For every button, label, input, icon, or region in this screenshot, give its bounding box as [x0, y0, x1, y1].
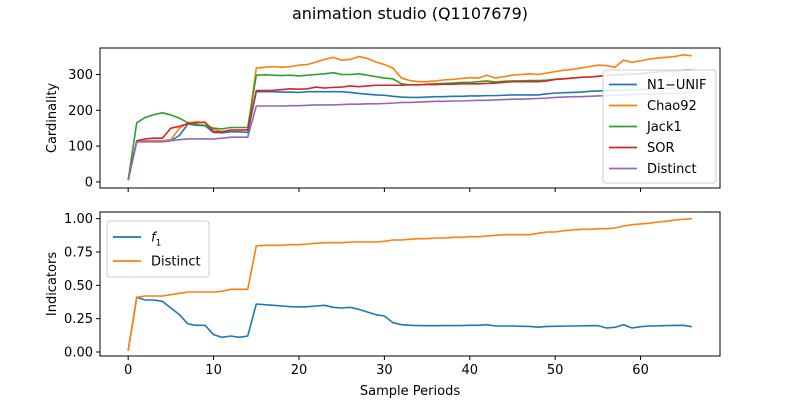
- series-line-top-distinct: [127, 91, 692, 181]
- y-axis-label-bottom: Indicators: [45, 252, 60, 316]
- x-tick-label-bottom: 60: [632, 363, 649, 378]
- y-tick-label-top: 200: [68, 104, 93, 119]
- legend-label-top: SOR: [647, 141, 675, 156]
- y-tick-label-bottom: 1.00: [64, 212, 93, 227]
- y-tick-label-top: 0: [85, 175, 93, 190]
- x-tick-label-bottom: 40: [462, 363, 479, 378]
- y-tick-label-top: 100: [68, 140, 93, 155]
- x-tick-label-bottom: 20: [291, 363, 308, 378]
- figure-title: animation studio (Q1107679): [292, 4, 528, 23]
- series-line-top-sor: [127, 69, 692, 181]
- x-tick-label-bottom: 0: [124, 363, 132, 378]
- series-line-bottom-distinct: [127, 217, 692, 351]
- top-panel-cardinality: 0 100 200 300 Cardinality N1−UNIF Chao92 Jack1 S…: [45, 47, 721, 192]
- series-line-bottom-f1: [127, 296, 692, 351]
- plot-frame-bottom: [99, 211, 721, 357]
- y-tick-label-top: 300: [68, 68, 93, 83]
- legend-box-bottom: [106, 220, 210, 278]
- plot-frame-top: [99, 47, 721, 189]
- y-tick-label-bottom: 0.00: [64, 346, 93, 361]
- legend-label-bottom: f1: [151, 231, 161, 249]
- x-axis-label-bottom: Sample Periods: [360, 384, 460, 399]
- x-tick-label-bottom: 30: [376, 363, 393, 378]
- y-tick-label-bottom: 0.25: [64, 312, 93, 327]
- legend-label-top: Distinct: [647, 162, 697, 177]
- y-axis-label-top: Cardinality: [45, 83, 60, 154]
- y-tick-label-bottom: 0.75: [64, 246, 93, 261]
- legend-label-bottom: Distinct: [151, 255, 201, 270]
- bottom-panel-indicators: 0 10 20 30 40 50 60 0.00 0.25 0.50 0.75 1.00 Indicat…: [45, 211, 721, 399]
- y-tick-label-bottom: 0.50: [64, 279, 93, 294]
- series-line-top-n1-unif: [127, 87, 692, 181]
- legend-label-top: Chao92: [647, 99, 697, 114]
- x-tick-label-bottom: 10: [205, 363, 222, 378]
- legend-box-top: [602, 69, 717, 184]
- legend-label-top: Jack1: [646, 120, 682, 135]
- x-tick-label-bottom: 50: [547, 363, 564, 378]
- legend-label-top: N1−UNIF: [647, 78, 706, 93]
